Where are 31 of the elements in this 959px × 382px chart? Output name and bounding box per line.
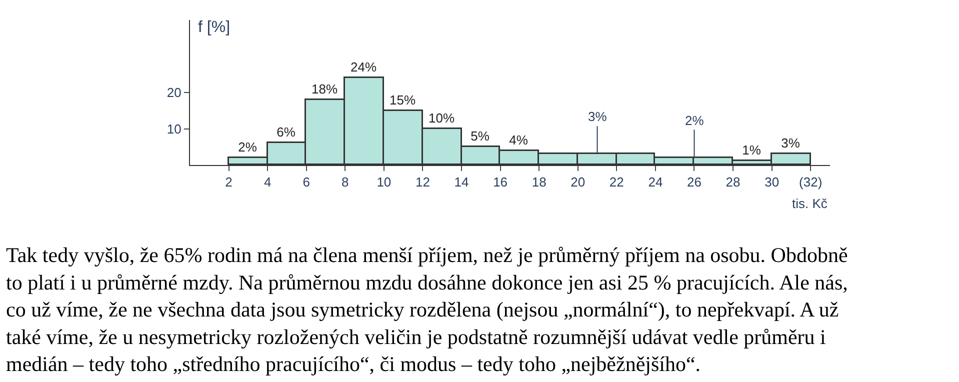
data-label: 5% bbox=[470, 128, 490, 144]
data-label: 10% bbox=[428, 110, 455, 126]
x-tick-label: 10 bbox=[376, 174, 392, 190]
data-label: 2% bbox=[238, 139, 258, 154]
x-axis-title: tis. Kč bbox=[792, 196, 828, 211]
text: Tak tedy vyšlo, že 65% rodin má na člena menší příjem, než je průměrný příjem na osobu. Obdobně to platí i u průměrné mzdy. Na průměrnou mzdu dosáhne dokonce jen asi 25 % pracujících. Ale nás, co už víme, že ne všechna data jsou symetricky rozdělena (nejsou „normální“), to nepřekvapí. A už také víme, že u nesymetricky rozložených veličin je podstatně rozumnější udávat vedle průměru i medián – tedy toho „středního pracujícího“, či modus – tedy toho „nejběžnějšího“. bbox=[6, 243, 848, 376]
x-tick-label: (32) bbox=[799, 174, 822, 190]
x-tick-label: 24 bbox=[648, 174, 663, 190]
x-tick-label: 22 bbox=[609, 174, 624, 190]
data-label: 6% bbox=[276, 124, 296, 140]
data-label: 1% bbox=[742, 142, 762, 158]
x-tick-label: 12 bbox=[415, 174, 430, 190]
x-tick-label: 20 bbox=[570, 174, 586, 190]
data-label: 4% bbox=[509, 132, 528, 148]
data-label: 18% bbox=[312, 81, 338, 96]
x-tick-label: 14 bbox=[454, 174, 469, 190]
x-tick-label: 2 bbox=[225, 174, 232, 190]
x-tick-label: 26 bbox=[687, 174, 702, 190]
x-tick-label: 16 bbox=[493, 174, 508, 190]
annotation: 2% bbox=[685, 113, 704, 128]
x-tick-label: 28 bbox=[726, 174, 740, 190]
x-tick-label: 30 bbox=[764, 174, 780, 190]
x-tick-label: 18 bbox=[532, 174, 546, 190]
x-tick-label: 4 bbox=[264, 174, 272, 190]
x-tick-label: 8 bbox=[342, 174, 349, 190]
x-tick-label: 6 bbox=[302, 174, 310, 190]
data-label: 15% bbox=[390, 92, 416, 108]
data-label: 3% bbox=[781, 135, 800, 150]
annotation: 3% bbox=[588, 109, 608, 124]
data-label: 24% bbox=[350, 59, 377, 74]
y-axis-title: f [%] bbox=[198, 19, 230, 36]
